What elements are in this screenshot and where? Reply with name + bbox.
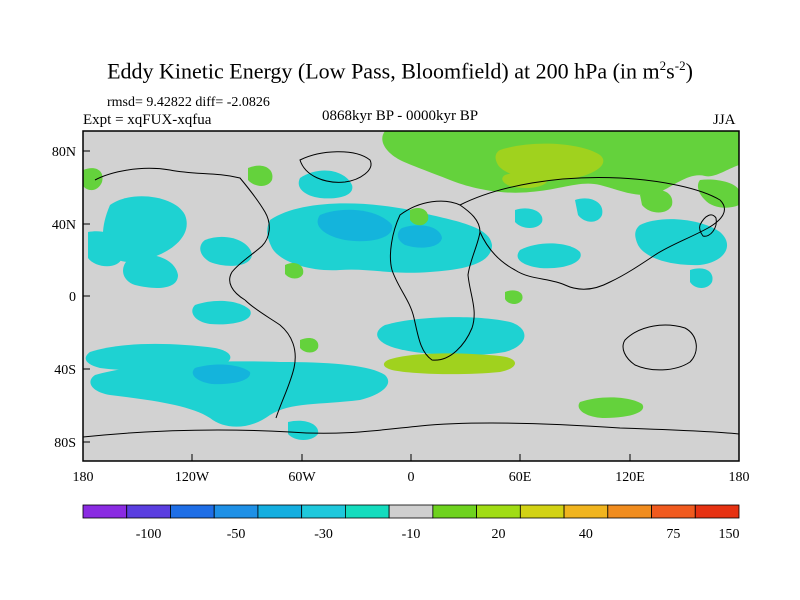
colorbar-swatch (170, 504, 215, 519)
x-tick-label: 180 (729, 470, 750, 485)
anomaly-field (83, 131, 739, 440)
colorbar-label: -50 (227, 527, 246, 542)
region-neg (102, 196, 187, 262)
colorbar-swatch (476, 504, 521, 519)
coast-greenland (299, 151, 372, 183)
region-neg-strong (317, 209, 393, 242)
colorbar-swatch (607, 504, 652, 519)
region-pos (697, 179, 739, 208)
coast-antarctica (83, 422, 739, 438)
region-neg (690, 268, 713, 288)
colorbar-swatch (344, 504, 390, 519)
period-label: 0868kyr BP - 0000kyr BP (322, 108, 479, 124)
y-axis: 80N 40N 0 40S 80S (52, 145, 90, 451)
region-pos (410, 208, 429, 226)
region-neg-strong (192, 364, 251, 385)
colorbar-label: 75 (666, 527, 680, 542)
region-neg (123, 254, 178, 288)
coast-asia (459, 177, 725, 290)
region-neg (298, 170, 353, 199)
region-neg (90, 361, 389, 427)
colorbar-swatch (257, 504, 303, 519)
region-pos (505, 290, 523, 305)
colorbar-swatch (82, 504, 128, 519)
region-pos-strong (495, 143, 604, 181)
x-tick-label: 0 (408, 470, 415, 485)
colorbar-swatch (301, 504, 346, 519)
colorbar-swatch (432, 504, 478, 519)
y-tick-label: 40N (52, 218, 76, 233)
x-tick-label: 120W (175, 470, 210, 485)
region-pos (248, 165, 273, 186)
colorbar-label: 40 (579, 527, 593, 542)
region-pos (640, 189, 673, 213)
colorbar-swatch (126, 504, 171, 519)
y-tick-label: 40S (54, 363, 76, 378)
colorbar-swatch (563, 504, 609, 519)
plot-title: Eddy Kinetic Energy (Low Pass, Bloomfiel… (107, 58, 693, 84)
region-neg (517, 243, 581, 269)
region-neg (575, 198, 603, 222)
colorbar-swatch (694, 504, 740, 519)
x-tick-label: 60W (288, 470, 316, 485)
region-neg (288, 420, 319, 440)
region-pos-strong (502, 172, 548, 188)
x-tick-label: 60E (509, 470, 532, 485)
colorbar-label: 150 (719, 527, 740, 542)
region-neg-strong (397, 225, 442, 248)
y-tick-label: 0 (69, 290, 76, 305)
coast-japan (699, 214, 717, 237)
stats-label: rmsd= 9.42822 diff= -2.0826 (107, 95, 270, 110)
x-tick-label: 180 (73, 470, 94, 485)
season-label: JJA (713, 112, 736, 128)
x-axis: 180 120W 60W 0 60E 120E 180 (73, 454, 750, 485)
coast-australia (622, 324, 697, 371)
colorbar-swatch (519, 504, 565, 519)
colorbar-label: -100 (136, 527, 162, 542)
colorbar-label: 20 (491, 527, 505, 542)
coast-africa-europe (389, 200, 481, 361)
colorbar-swatch (213, 504, 259, 519)
region-neg (200, 236, 252, 266)
y-tick-label: 80N (52, 145, 76, 160)
region-neg (377, 317, 525, 356)
experiment-label: Expt = xqFUX-xqfua (83, 112, 212, 128)
region-pos (83, 168, 103, 191)
coastlines (83, 151, 739, 438)
region-pos (285, 263, 304, 279)
y-tick-label: 80S (54, 436, 76, 451)
colorbar-label: -30 (314, 527, 333, 542)
coast-south-america (244, 299, 296, 419)
colorbar-label: -10 (402, 527, 421, 542)
region-pos-strong (383, 353, 515, 375)
x-tick-label: 120E (615, 470, 645, 485)
region-pos (578, 397, 644, 418)
region-neg (88, 231, 123, 267)
colorbar-swatch (388, 504, 434, 519)
coast-north-america (94, 167, 270, 301)
colorbar: -100 -50 -30 -10 20 40 75 150 (82, 504, 740, 542)
region-pos (300, 337, 319, 353)
region-neg (192, 300, 251, 325)
colorbar-swatch (651, 504, 696, 519)
region-neg (515, 208, 543, 228)
